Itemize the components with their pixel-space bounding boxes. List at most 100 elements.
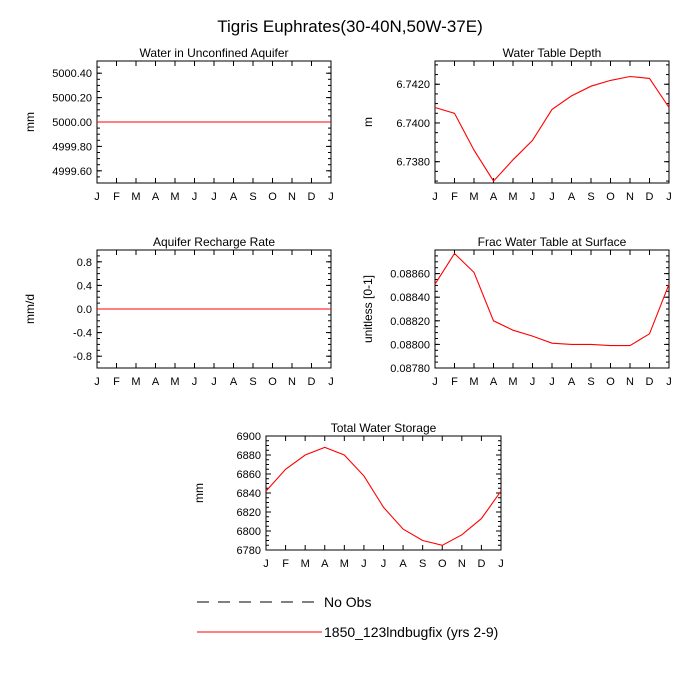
x-tick-label: A <box>230 376 238 388</box>
x-tick-label: J <box>549 376 555 388</box>
plot-frame <box>434 60 670 184</box>
x-tick-label: J <box>211 191 217 203</box>
legend-model-label: 1850_123lndbugfix (yrs 2-9) <box>324 624 498 640</box>
x-tick-label: N <box>458 558 466 570</box>
x-tick-label: M <box>170 376 179 388</box>
y-tick-label: 6900 <box>237 431 261 443</box>
x-tick-label: M <box>340 558 349 570</box>
x-tick-label: S <box>587 376 594 388</box>
x-tick-label: J <box>192 376 198 388</box>
x-tick-label: A <box>321 558 329 570</box>
x-tick-label: S <box>419 558 426 570</box>
x-tick-label: D <box>646 376 654 388</box>
x-tick-label: O <box>268 376 277 388</box>
y-tick-label: 6800 <box>237 526 261 538</box>
plot-frame <box>434 249 670 369</box>
x-tick-label: J <box>94 376 100 388</box>
series-line <box>265 446 502 546</box>
y-tick-label: 6.7400 <box>396 118 430 130</box>
x-tick-label: J <box>666 376 672 388</box>
y-tick-label: 0.08780 <box>390 363 430 375</box>
x-tick-label: J <box>498 558 504 570</box>
x-tick-label: A <box>152 376 160 388</box>
x-tick-label: J <box>666 191 672 203</box>
y-tick-label: 0.8 <box>77 257 92 269</box>
y-tick-label: 0.08840 <box>390 292 430 304</box>
x-tick-label: J <box>328 191 334 203</box>
x-tick-label: M <box>131 376 140 388</box>
x-tick-label: F <box>282 558 289 570</box>
x-tick-label: D <box>308 191 316 203</box>
y-tick-label: 6840 <box>237 488 261 500</box>
x-tick-label: J <box>381 558 387 570</box>
x-tick-label: M <box>131 191 140 203</box>
panel-title: Water in Unconfined Aquifer <box>140 46 289 60</box>
x-tick-label: A <box>568 191 576 203</box>
x-tick-label: A <box>568 376 576 388</box>
y-tick-label: 0.4 <box>77 280 92 292</box>
y-tick-label: -0.4 <box>73 328 92 340</box>
x-tick-label: M <box>170 191 179 203</box>
y-axis-label: mm <box>192 483 206 503</box>
y-tick-label: 6.7420 <box>396 79 430 91</box>
y-tick-label: 6780 <box>237 545 261 557</box>
x-tick-label: J <box>432 191 438 203</box>
x-tick-label: A <box>152 191 160 203</box>
x-tick-label: M <box>301 558 310 570</box>
x-tick-label: J <box>94 191 100 203</box>
x-tick-label: A <box>490 191 498 203</box>
x-tick-label: J <box>549 191 555 203</box>
y-tick-label: 6860 <box>237 469 261 481</box>
y-tick-label: 0.08820 <box>390 316 430 328</box>
panel-title: Water Table Depth <box>503 46 602 60</box>
y-tick-label: 6.7380 <box>396 157 430 169</box>
panel-title: Total Water Storage <box>331 421 437 435</box>
x-tick-label: A <box>230 191 238 203</box>
y-axis-label: m <box>361 117 375 127</box>
y-tick-label: 5000.40 <box>52 68 92 80</box>
x-tick-label: J <box>192 191 198 203</box>
x-tick-label: J <box>432 376 438 388</box>
x-tick-label: S <box>249 376 256 388</box>
y-tick-label: 5000.00 <box>52 117 92 129</box>
y-tick-label: 6880 <box>237 450 261 462</box>
x-tick-label: S <box>587 191 594 203</box>
y-tick-label: 6820 <box>237 507 261 519</box>
series-line <box>434 252 670 347</box>
x-tick-label: F <box>451 191 458 203</box>
x-tick-label: N <box>626 191 634 203</box>
x-tick-label: O <box>606 376 615 388</box>
x-tick-label: M <box>508 191 517 203</box>
x-tick-label: D <box>308 376 316 388</box>
x-tick-label: J <box>328 376 334 388</box>
x-tick-label: A <box>399 558 407 570</box>
x-tick-label: J <box>530 191 536 203</box>
legend: No Obs 1850_123lndbugfix (yrs 2-9) <box>197 594 498 640</box>
y-tick-label: 0.0 <box>77 304 92 316</box>
panel-title: Aquifer Recharge Rate <box>153 235 275 249</box>
x-tick-label: O <box>606 191 615 203</box>
x-tick-label: F <box>451 376 458 388</box>
x-tick-label: O <box>438 558 447 570</box>
x-tick-label: M <box>469 191 478 203</box>
x-tick-label: J <box>263 558 269 570</box>
x-tick-label: D <box>477 558 485 570</box>
y-axis-label: mm/d <box>23 294 37 324</box>
x-tick-label: O <box>268 191 277 203</box>
x-tick-label: M <box>469 376 478 388</box>
y-tick-label: 0.08860 <box>390 269 430 281</box>
y-tick-label: 0.08800 <box>390 339 430 351</box>
y-tick-label: 4999.60 <box>52 166 92 178</box>
x-tick-label: N <box>288 376 296 388</box>
x-tick-label: S <box>249 191 256 203</box>
x-tick-label: J <box>530 376 536 388</box>
legend-obs-label: No Obs <box>324 594 371 610</box>
x-tick-label: F <box>113 376 120 388</box>
plot-frame <box>265 435 502 551</box>
